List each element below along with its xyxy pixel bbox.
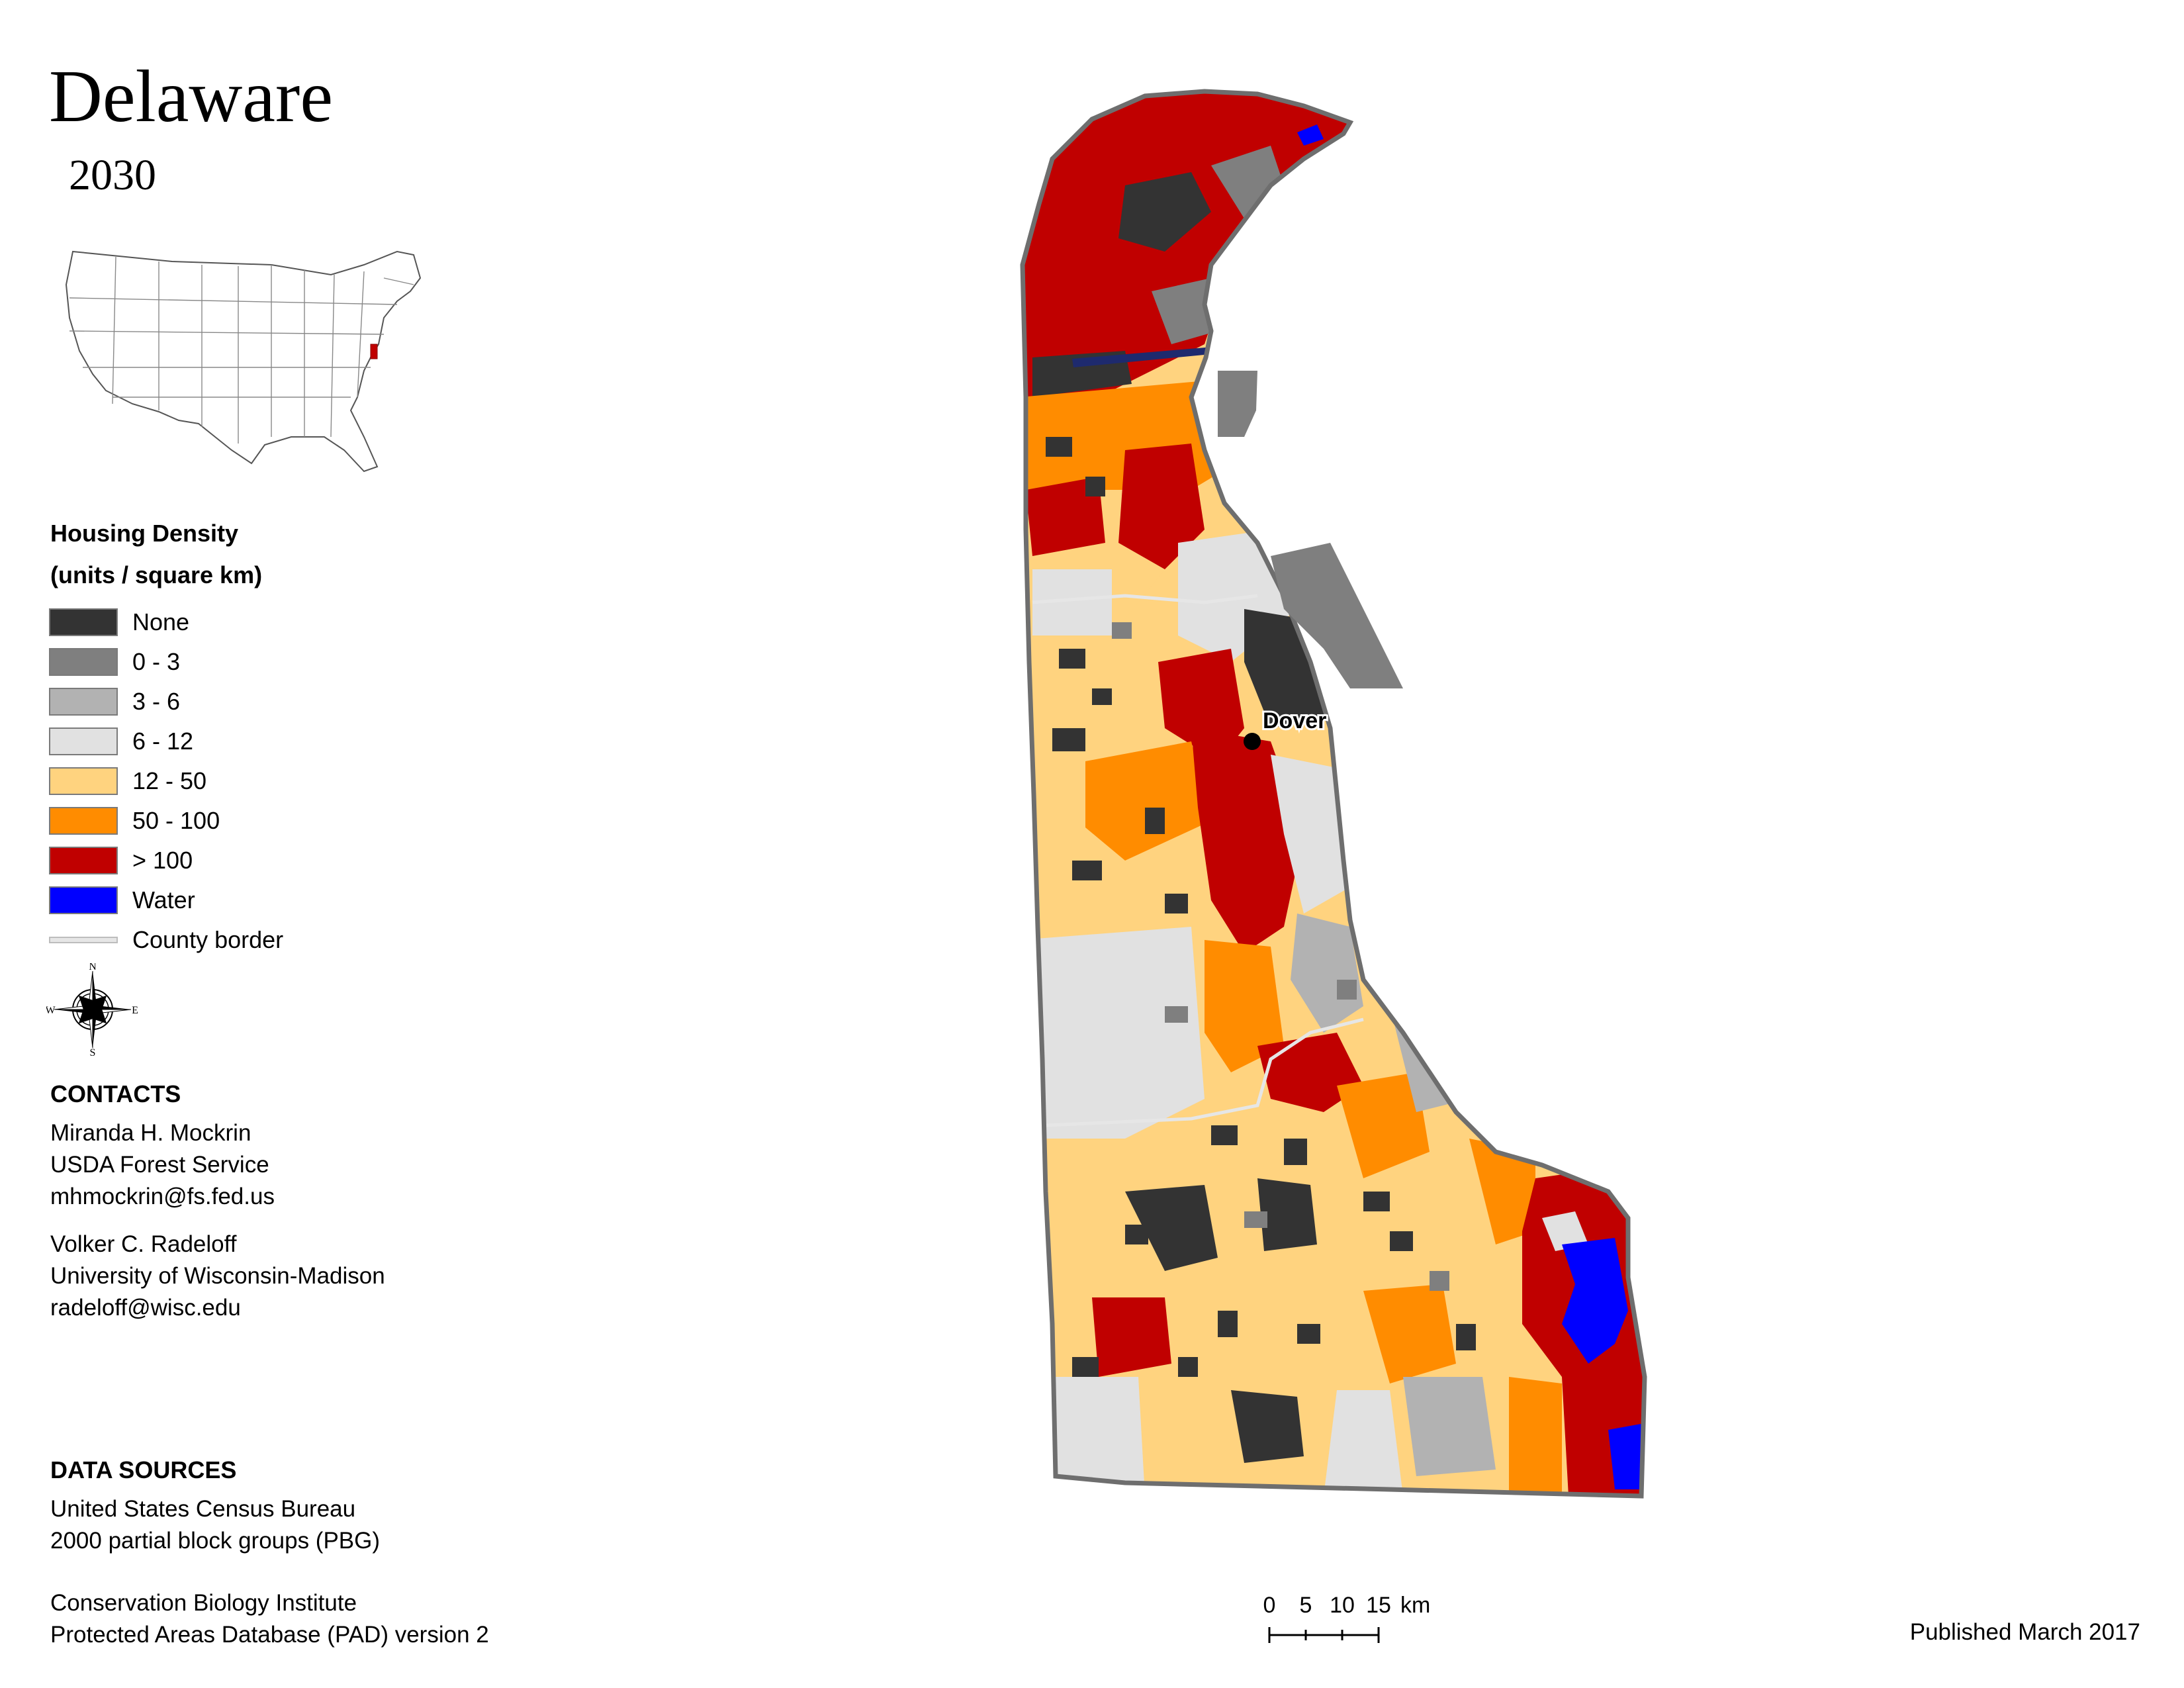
- contact-name-2: Volker C. Radeloff: [50, 1231, 237, 1257]
- contacts-heading: CONTACTS: [50, 1080, 181, 1107]
- scale-bar: 0 5 10 15 km: [1263, 1593, 1430, 1643]
- delaware-highlight: [370, 344, 378, 359]
- contact-email-2: radeloff@wisc.edu: [50, 1295, 241, 1321]
- legend-label: Water: [132, 886, 195, 914]
- delaware-housing-density-map: Dover: [1020, 89, 1647, 1499]
- map-subtitle: 2030: [69, 151, 156, 199]
- compass-e: E: [132, 1005, 138, 1016]
- legend-label: > 100: [132, 847, 193, 874]
- scale-tick-label: 0: [1263, 1593, 1276, 1618]
- legend-label: 3 - 6: [132, 688, 181, 715]
- legend-swatch: [49, 847, 118, 874]
- data-source-line-1: United States Census Bureau: [50, 1496, 356, 1522]
- legend-swatch: [49, 807, 118, 835]
- contact-name-1: Miranda H. Mockrin: [50, 1120, 251, 1146]
- legend-title-line2: (units / square km): [50, 561, 263, 588]
- scale-tick-label: 5: [1300, 1593, 1312, 1618]
- legend-item-water: Water: [49, 880, 283, 920]
- compass-n: N: [89, 963, 97, 972]
- data-sources-heading: DATA SOURCES: [50, 1456, 237, 1483]
- legend-item-50-100: 50 - 100: [49, 801, 283, 841]
- legend-item-6-12: 6 - 12: [49, 722, 283, 761]
- legend-label: County border: [132, 926, 284, 953]
- legend-swatch: [49, 648, 118, 676]
- legend-title-line1: Housing Density: [50, 520, 239, 547]
- legend-label: 12 - 50: [132, 767, 207, 794]
- bay-area-shape: [1218, 371, 1257, 437]
- legend-label: None: [132, 608, 190, 635]
- legend-item-0-3: 0 - 3: [49, 642, 283, 682]
- dover-marker: [1244, 733, 1261, 750]
- legend-label: 6 - 12: [132, 727, 194, 755]
- published-date: Published March 2017: [1909, 1619, 2140, 1645]
- legend-label: 0 - 3: [132, 648, 181, 675]
- legend: None 0 - 3 3 - 6 6 - 12 12 - 50 50 - 100…: [49, 602, 283, 960]
- legend-item-over-100: > 100: [49, 841, 283, 880]
- scale-unit: km: [1400, 1593, 1430, 1618]
- data-source-line-4: Protected Areas Database (PAD) version 2: [50, 1622, 489, 1648]
- legend-swatch: [49, 767, 118, 795]
- legend-item-county-border: County border: [49, 920, 283, 960]
- bay-area-shape: [1271, 543, 1403, 688]
- contact-email-1: mhmockrin@fs.fed.us: [50, 1184, 275, 1209]
- legend-label: 50 - 100: [132, 807, 220, 834]
- scale-tick-label: 15: [1366, 1593, 1391, 1618]
- map-title: Delaware: [49, 56, 334, 138]
- compass-w: W: [46, 1005, 56, 1016]
- scale-tick-label: 10: [1330, 1593, 1355, 1618]
- dover-label: Dover: [1263, 708, 1326, 733]
- county-border-swatch: [49, 926, 118, 954]
- legend-item-12-50: 12 - 50: [49, 761, 283, 801]
- compass-s: S: [90, 1047, 96, 1056]
- state-outline: [1020, 89, 1647, 1499]
- data-source-line-3: Conservation Biology Institute: [50, 1590, 357, 1616]
- legend-item-none: None: [49, 602, 283, 642]
- legend-swatch: [49, 886, 118, 914]
- us-outline: [65, 250, 422, 473]
- legend-swatch: [49, 688, 118, 716]
- us-locator-map: [65, 250, 422, 473]
- legend-item-3-6: 3 - 6: [49, 682, 283, 722]
- compass-rose-icon: N S E W: [46, 963, 138, 1056]
- contact-org-2: University of Wisconsin-Madison: [50, 1263, 385, 1289]
- contact-org-1: USDA Forest Service: [50, 1152, 269, 1178]
- legend-swatch: [49, 608, 118, 636]
- data-source-line-2: 2000 partial block groups (PBG): [50, 1528, 381, 1554]
- legend-swatch: [49, 727, 118, 755]
